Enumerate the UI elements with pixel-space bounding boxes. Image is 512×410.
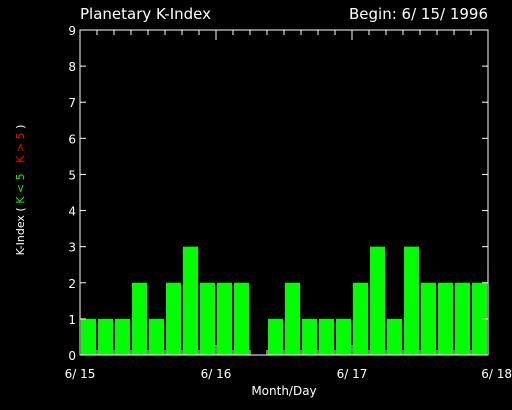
x-tick-label: 6/ 16 — [201, 367, 232, 381]
bar — [387, 318, 402, 355]
bar — [268, 318, 283, 355]
bar — [353, 282, 368, 355]
y-axis-label-open: ( — [14, 207, 27, 211]
y-tick-label: 5 — [68, 168, 76, 182]
y-tick-label: 0 — [68, 349, 76, 363]
bar — [234, 282, 249, 355]
bar — [200, 282, 215, 355]
bar — [183, 246, 198, 355]
bar — [285, 282, 300, 355]
bar — [115, 318, 130, 355]
y-tick-label: 2 — [68, 277, 76, 291]
y-axis-label-high: K > 5 — [14, 132, 27, 162]
y-tick-label: 7 — [68, 96, 76, 110]
bar — [217, 282, 232, 355]
bar — [421, 282, 436, 355]
x-tick-label: 6/ 15 — [65, 367, 96, 381]
bar — [404, 246, 419, 355]
begin-date-label: Begin: 6/ 15/ 1996 — [349, 5, 488, 23]
bar — [149, 318, 164, 355]
x-axis-label: Month/Day — [251, 384, 316, 398]
x-tick-label: 6/ 18 — [481, 367, 512, 381]
y-axis-label-low: K < 5 — [14, 173, 27, 203]
bar — [336, 318, 351, 355]
y-tick-label: 3 — [68, 241, 76, 255]
bar — [472, 282, 487, 355]
plot-frame — [79, 29, 489, 356]
bar — [132, 282, 147, 355]
bar — [455, 282, 470, 355]
bar — [370, 246, 385, 355]
x-tick-label: 6/ 17 — [337, 367, 368, 381]
bar — [98, 318, 113, 355]
bar — [438, 282, 453, 355]
chart-title: Planetary K-Index — [80, 5, 211, 23]
y-tick-label: 4 — [68, 205, 76, 219]
y-axis-label: K-Index ( K < 5 K > 5 ) — [14, 125, 27, 256]
y-tick-label: 1 — [68, 313, 76, 327]
bar — [302, 318, 317, 355]
y-axis-label-close: ) — [14, 125, 27, 129]
y-tick-label: 6 — [68, 132, 76, 146]
bar — [319, 318, 334, 355]
bar — [81, 318, 96, 355]
y-tick-label: 9 — [68, 24, 76, 38]
bars-group — [81, 246, 487, 355]
y-axis-label-prefix: K-Index — [14, 215, 27, 256]
y-tick-label: 8 — [68, 60, 76, 74]
bar — [166, 282, 181, 355]
